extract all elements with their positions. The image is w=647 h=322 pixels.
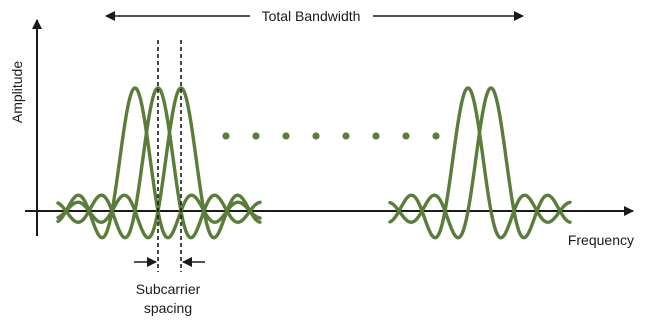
- ellipsis-dot: [252, 132, 260, 140]
- group2-subcarrier-1: [388, 86, 572, 240]
- ellipsis-dot: [282, 132, 290, 140]
- ellipsis-dot: [342, 132, 350, 140]
- group1-subcarrier-3: [56, 86, 262, 240]
- ellipsis-dot: [312, 132, 320, 140]
- ellipsis-dot: [372, 132, 380, 140]
- ellipsis-dots: [222, 132, 440, 140]
- subcarrier-spacing-label-line2: spacing: [144, 300, 192, 316]
- group2-subcarrier-2: [388, 86, 572, 240]
- total-bandwidth-label: Total Bandwidth: [262, 8, 361, 24]
- ellipsis-dot: [432, 132, 440, 140]
- ellipsis-dot: [402, 132, 410, 140]
- frequency-axis-label: Frequency: [568, 232, 634, 248]
- ellipsis-dot: [222, 132, 230, 140]
- subcarrier-curves: [56, 86, 572, 240]
- subcarrier-spacing-label-line1: Subcarrier: [136, 281, 201, 297]
- amplitude-axis-label: Amplitude: [9, 61, 25, 123]
